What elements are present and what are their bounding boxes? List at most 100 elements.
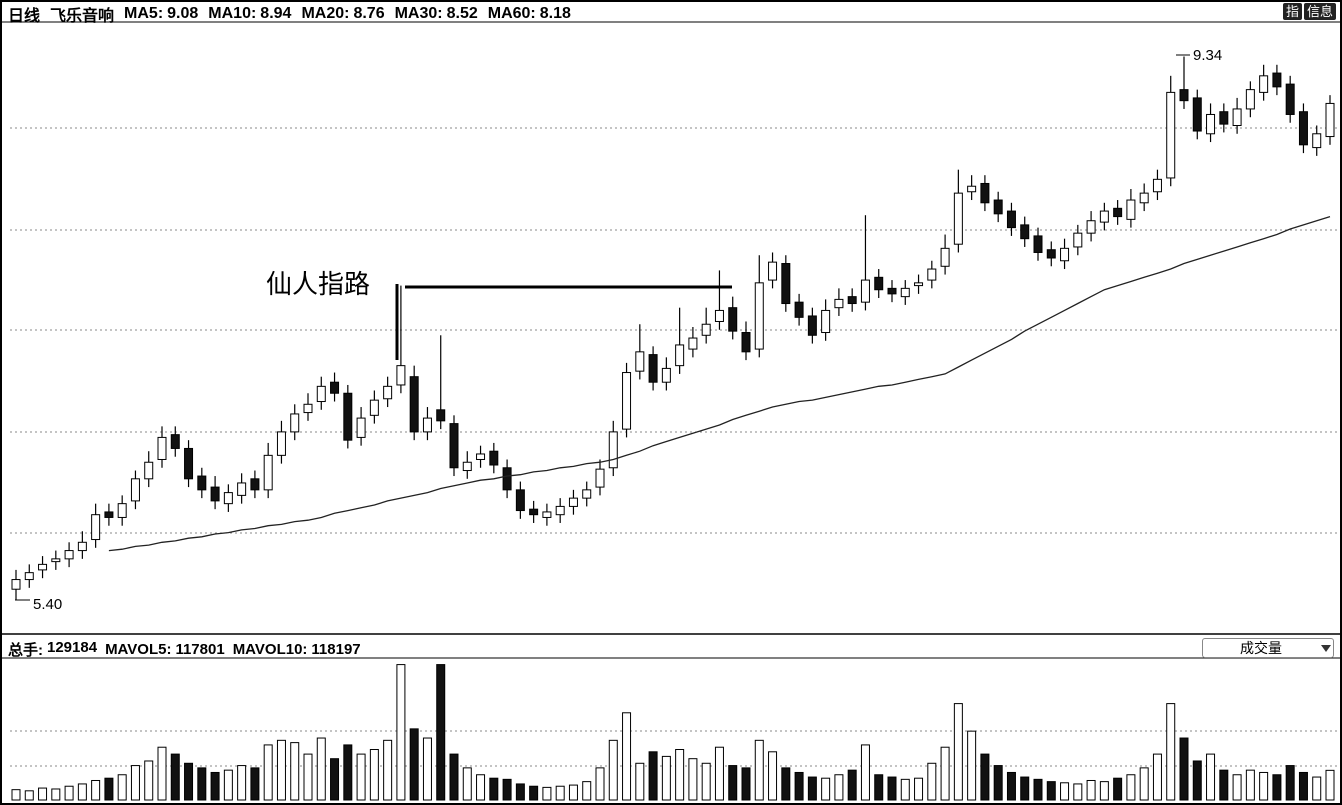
indicator-value: 117801 [175, 641, 225, 658]
volume-bar [369, 749, 379, 801]
volume-bar [290, 742, 300, 801]
candle-body [77, 541, 87, 552]
volume-bar [555, 785, 565, 801]
indicator-value: 8.52 [446, 5, 478, 22]
indicator-name: MA20: [301, 5, 350, 22]
volume-bar [860, 744, 870, 801]
volume-bar [91, 779, 101, 801]
candle-body [1206, 113, 1216, 135]
volume-bar [701, 762, 711, 801]
candle-body [807, 315, 817, 336]
candle-body [728, 307, 738, 332]
indicator: MA60: 8.18 [488, 5, 571, 23]
grid [10, 127, 1338, 767]
volume-bar [1099, 781, 1109, 801]
candle-body [117, 503, 127, 518]
volume-bar [170, 753, 180, 801]
candle-body [502, 467, 512, 491]
candle-body [396, 365, 406, 386]
candle-body [250, 478, 260, 491]
volume-bar [1139, 767, 1149, 801]
candle-body [1166, 91, 1176, 179]
candle-body [661, 367, 671, 383]
candle-body [1232, 108, 1242, 127]
indicator-name: MA60: [487, 5, 536, 22]
indicator-name: 总手: [8, 642, 43, 659]
volume-bar [422, 737, 432, 801]
volume-bar [489, 777, 499, 801]
volume-bar [754, 739, 764, 801]
indicator: MAVOL5: 117801 [105, 641, 225, 658]
indicator-value: 118197 [311, 641, 361, 658]
volume-bar [1325, 769, 1335, 801]
volume-bar [953, 703, 963, 801]
candle-body [993, 199, 1003, 215]
candle-body [1139, 192, 1149, 204]
volume-bar [529, 785, 539, 801]
candle-body [940, 247, 950, 267]
candle-body [104, 511, 114, 518]
candle-body [489, 450, 499, 466]
volume-bar [515, 783, 525, 801]
volume-bar [807, 776, 817, 801]
volume-header: 总手: 129184 MAVOL5: 117801 MAVOL10: 118197 [8, 639, 361, 660]
volume-bar [316, 737, 326, 801]
candle-body [555, 505, 565, 516]
candle-body [1272, 72, 1282, 88]
candle-body [237, 482, 247, 496]
volume-bar [263, 744, 273, 801]
indicator: MA20: 8.76 [301, 5, 384, 23]
volume-bar [635, 762, 645, 801]
volume-bar [1006, 771, 1016, 801]
volume-bar [661, 755, 671, 801]
candle-body [130, 478, 140, 502]
indicator: 总手: 129184 [8, 639, 97, 660]
volume-bar [237, 765, 247, 801]
volume-bar [343, 744, 353, 801]
volume-bar [1259, 771, 1269, 801]
indicator-name: MA5: [124, 5, 164, 22]
volume-bar [1298, 771, 1308, 801]
candle-body [263, 454, 273, 491]
toolbar-button[interactable]: 信息 [1303, 3, 1336, 20]
volume-bar [356, 753, 366, 801]
indicator-select[interactable]: 成交量 [1202, 638, 1334, 658]
volume-bar [157, 746, 167, 801]
volume-bar [436, 664, 446, 801]
candle-body [91, 514, 101, 541]
volume-bar [130, 765, 140, 801]
volume-bar [117, 774, 127, 801]
volume-bar [11, 789, 21, 801]
period: 日线 [8, 8, 41, 25]
candle-body [170, 434, 180, 449]
candle-body [834, 298, 844, 309]
volume-bar [900, 778, 910, 801]
candle-body [874, 276, 884, 291]
candle-body [303, 403, 313, 414]
volume-bar [502, 778, 512, 801]
volume-bar [1046, 781, 1056, 801]
volume-bar [1166, 703, 1176, 801]
candle-body [967, 185, 977, 193]
volume-bar [887, 776, 897, 801]
volume-bar [688, 758, 698, 801]
volume-bar [250, 767, 260, 801]
candle-body [1006, 210, 1016, 229]
candle-body [701, 323, 711, 336]
candle-body [648, 354, 658, 383]
volume-bar [1245, 769, 1255, 801]
candle-body [887, 287, 897, 295]
volume-bar [144, 760, 154, 801]
volume-bar [462, 767, 472, 801]
stock-name: 飞乐音响 [50, 8, 115, 25]
volume-bar [542, 786, 552, 801]
toolbar-button[interactable]: 指 [1282, 3, 1302, 20]
volume-bar [51, 788, 61, 801]
candle-body [184, 447, 194, 480]
volume-bar [210, 771, 220, 801]
candle-body [276, 431, 286, 456]
candle-body [330, 381, 340, 394]
candle-body [794, 301, 804, 318]
volume-bar [648, 751, 658, 801]
volume-bar [383, 739, 393, 801]
